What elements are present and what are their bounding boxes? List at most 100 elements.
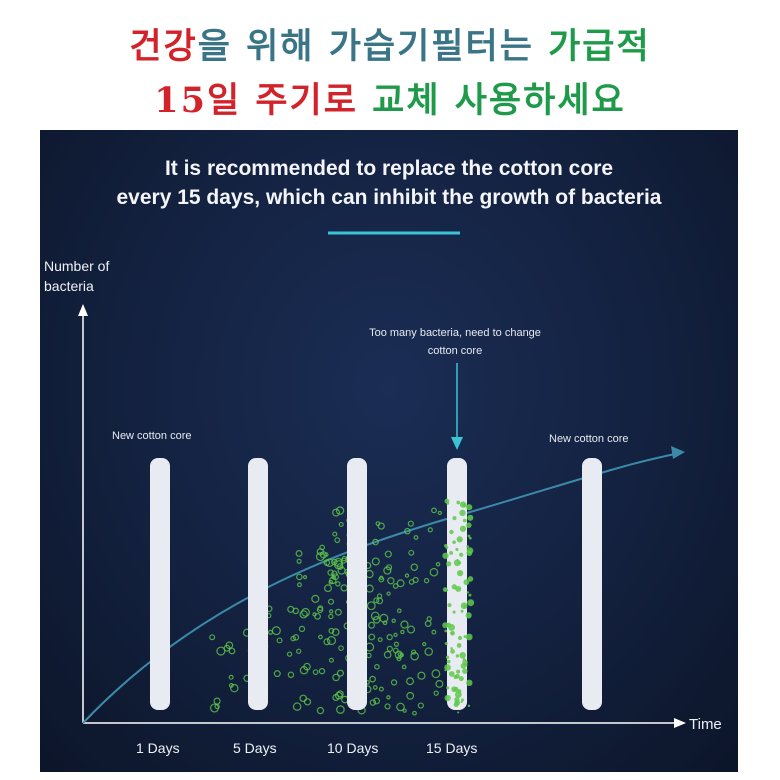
bacteria-dot: [444, 694, 451, 702]
bacteria-dot: [401, 664, 407, 670]
bacteria-dot: [460, 602, 468, 610]
infographic-panel: It is recommended to replace the cotton …: [40, 130, 738, 772]
title-segment: 건강: [129, 26, 198, 67]
bacteria-dot: [431, 629, 437, 635]
bacteria-dot: [463, 635, 467, 639]
bacteria-dot: [466, 591, 470, 594]
bacteria-dot: [445, 655, 450, 659]
title-segment: 가급적: [548, 26, 651, 67]
cotton-core: [447, 458, 467, 710]
bacteria-dot: [444, 642, 448, 646]
bacteria-dot: [299, 694, 307, 703]
bacteria-dot: [365, 569, 374, 579]
bacteria-dot: [462, 658, 466, 662]
cotton-core: [150, 458, 170, 710]
curve-arrow-icon: [671, 446, 685, 459]
bacteria-dot: [431, 507, 437, 514]
annotation: Too many bacteria, need to change cotton …: [330, 324, 580, 360]
y-axis-arrow-icon: [78, 304, 88, 316]
bacteria-dot: [463, 579, 470, 586]
annotation-line2: cotton core: [427, 345, 483, 357]
bacteria-dot: [372, 616, 381, 624]
bacteria-dot: [382, 620, 388, 626]
bacteria-dot: [452, 516, 457, 521]
bacteria-dot: [451, 686, 457, 693]
bacteria-dot: [406, 677, 414, 686]
bacteria-dot: [312, 612, 317, 617]
bacteria-dot: [318, 667, 326, 675]
bacteria-dot: [433, 690, 439, 696]
bacteria-dot: [396, 579, 405, 588]
title-segment: 을 위해 가습기필터는: [197, 26, 549, 67]
bacteria-dot: [292, 634, 300, 641]
bacteria-dot: [392, 647, 399, 654]
bacteria-dot: [271, 626, 281, 636]
bacteria-dot: [422, 642, 427, 647]
bacteria-dot: [373, 597, 380, 604]
bacteria-dot: [334, 537, 341, 544]
headline-line2: every 15 days, which can inhibit the gro…: [116, 186, 662, 209]
tick-label: 15 Days: [426, 740, 478, 756]
bacteria-dot: [412, 710, 417, 716]
bacteria-dot: [316, 706, 325, 715]
bacteria-dot: [377, 522, 385, 530]
bacteria-dot: [456, 569, 464, 577]
bacteria-dot: [383, 650, 392, 659]
bacteria-dot: [328, 609, 334, 614]
bacteria-dot: [406, 691, 415, 700]
bacteria-dot: [431, 669, 441, 679]
bacteria-dot: [336, 669, 344, 677]
bacteria-dot: [328, 579, 334, 585]
bacteria-dot: [276, 637, 283, 644]
bacteria-dot: [335, 581, 341, 587]
x-axis-arrow-icon: [674, 718, 686, 728]
bacteria-dot: [444, 664, 451, 671]
bacteria-dot: [332, 508, 341, 517]
bacteria-dot: [296, 558, 302, 564]
bacteria-dot: [302, 575, 308, 580]
bacteria-dot: [454, 673, 460, 679]
bacteria-dot: [460, 700, 463, 704]
bacteria-dot: [311, 594, 320, 603]
bacteria-dot: [368, 621, 376, 629]
bacteria-dot: [225, 641, 234, 650]
bacteria-dot: [273, 670, 281, 678]
bacteria-dot: [466, 550, 473, 556]
bacteria-dot: [267, 629, 273, 635]
bacteria-dot: [459, 552, 464, 557]
bacteria-dot: [228, 647, 236, 655]
bacteria-dot: [328, 613, 334, 620]
bacteria-dot: [386, 591, 391, 596]
bacteria-dot: [447, 603, 452, 608]
bacteria-dot: [336, 690, 344, 698]
cotton-core: [582, 458, 602, 710]
bacteria-dot: [299, 665, 309, 675]
bacteria-dot: [365, 584, 374, 593]
bacteria-dot: [448, 671, 455, 677]
bacteria-dot: [328, 657, 334, 663]
bacteria-dot: [296, 573, 303, 581]
bacteria-dot: [467, 576, 474, 582]
bacteria-dot: [303, 698, 312, 706]
bacteria-dot: [465, 612, 472, 619]
bacteria-dot: [335, 506, 345, 515]
bacteria-dot: [379, 613, 389, 623]
bacteria-dot: [446, 686, 450, 690]
bacteria-dot: [340, 584, 348, 592]
tick-label: 5 Days: [233, 740, 277, 756]
bacteria-dot: [410, 563, 419, 571]
bacteria-dot: [327, 598, 335, 605]
bacteria-dot: [396, 656, 402, 662]
bacteria-dot: [387, 577, 395, 585]
y-label-line2: bacteria: [44, 278, 94, 294]
bacteria-dot: [366, 652, 372, 659]
bacteria-dot: [424, 620, 432, 627]
bacteria-dot: [467, 534, 471, 538]
bacteria-dot: [449, 551, 454, 555]
title-segment: 15일 주기로: [154, 80, 373, 121]
bacteria-dot: [209, 703, 220, 713]
bacteria-dot: [296, 648, 302, 654]
bacteria-dot: [466, 504, 473, 511]
korean-title-line2: 15일 주기로 교체 사용하세요: [0, 72, 780, 123]
bacteria-dot: [324, 584, 332, 593]
